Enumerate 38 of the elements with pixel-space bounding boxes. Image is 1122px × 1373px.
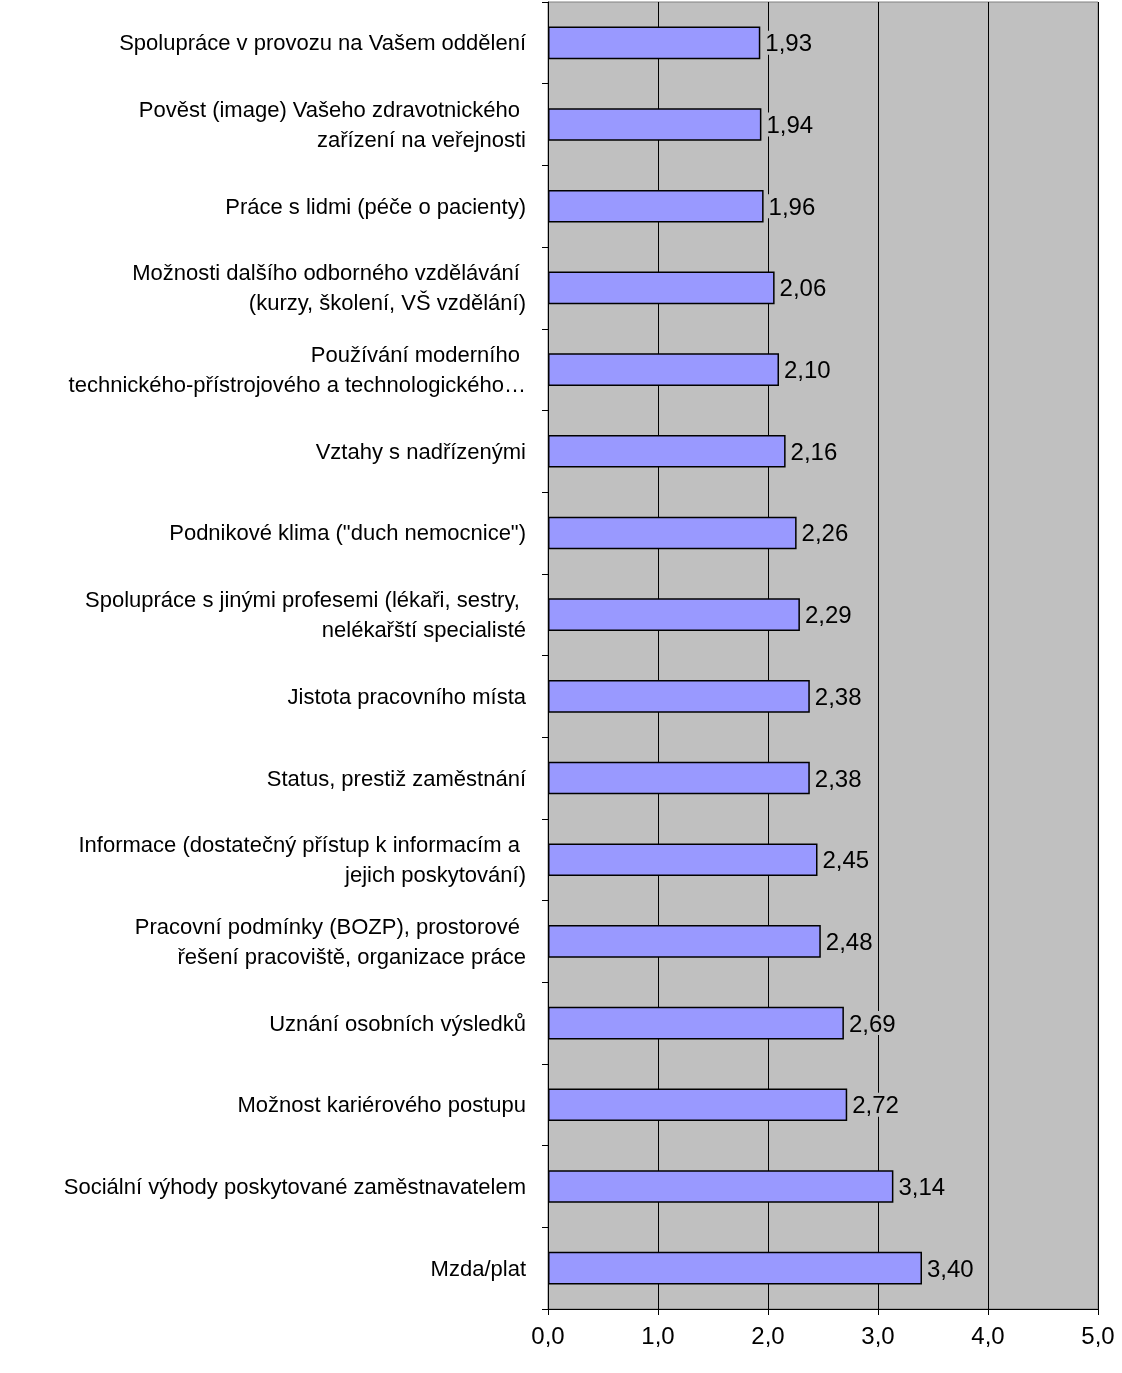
y-tick-label: Uznání osobních výsledků: [269, 1010, 526, 1036]
data-label: 2,69: [848, 1009, 896, 1037]
data-label: 2,06: [779, 274, 827, 302]
y-tick-label: Vztahy s nadřízenými: [315, 438, 526, 464]
x-tick-label: 3,0: [861, 1321, 895, 1349]
x-tick-label: 5,0: [1081, 1321, 1115, 1349]
data-label: 2,38: [814, 764, 862, 792]
data-label: 2,72: [852, 1091, 899, 1119]
y-tick-label: Jistota pracovního místa: [287, 683, 527, 709]
data-label: 3,40: [927, 1254, 974, 1282]
data-label: 2,48: [825, 927, 873, 955]
y-tick-label: Podnikové klima ("duch nemocnice"): [169, 520, 526, 546]
y-tick-label: Spolupráce v provozu na Vašem oddělení: [119, 30, 526, 56]
y-tick-label: Používání moderního technického-přístrojového a technologického…: [68, 342, 526, 398]
data-label: 1,94: [766, 111, 814, 139]
data-label: 2,10: [784, 356, 831, 384]
y-tick-label: Informace (dostatečný přístup k informacím a jejich poskytování): [78, 832, 526, 888]
y-tick-label: Práce s lidmi (péče o pacienty): [225, 193, 526, 219]
x-tick-label: 0,0: [531, 1321, 565, 1349]
data-label: 1,96: [768, 192, 816, 220]
data-label: 1,93: [765, 29, 813, 57]
x-tick-label: 1,0: [641, 1321, 675, 1349]
data-label: 2,29: [804, 601, 852, 629]
y-tick-label: Sociální výhody poskytované zaměstnavatelem: [63, 1173, 526, 1199]
y-tick-label: Spolupráce s jinými profesemi (lékaři, sestry, nelékařští specialisté: [85, 587, 526, 643]
data-label: 2,45: [822, 846, 870, 874]
data-label: 2,26: [801, 519, 849, 547]
data-label: 2,16: [790, 437, 838, 465]
y-tick-label: Mzda/plat: [430, 1255, 526, 1281]
y-tick-label: Pověst (image) Vašeho zdravotnického zařízení na veřejnosti: [138, 97, 526, 153]
y-tick-label: Status, prestiž zaměstnání: [266, 765, 526, 791]
y-tick-label: Možnost kariérového postupu: [237, 1092, 526, 1118]
y-tick-label: Pracovní podmínky (BOZP), prostorové řešení pracoviště, organizace práce: [134, 913, 526, 969]
data-label: 2,38: [814, 682, 862, 710]
data-label: 3,14: [898, 1172, 946, 1200]
y-tick-label: Možnosti dalšího odborného vzdělávání (kurzy, školení, VŠ vzdělání): [132, 260, 526, 316]
x-tick-label: 4,0: [971, 1321, 1005, 1349]
x-tick-label: 2,0: [751, 1321, 785, 1349]
